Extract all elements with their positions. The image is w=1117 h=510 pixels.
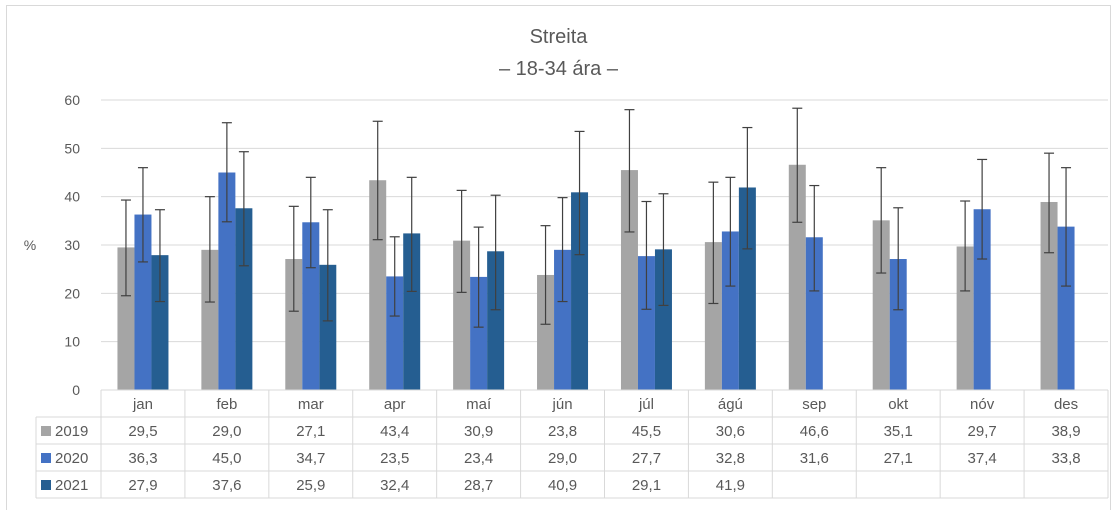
bar: [788, 164, 806, 390]
bar: [805, 237, 823, 390]
data-label: 29,5: [128, 423, 157, 440]
data-label: 29,0: [212, 423, 241, 440]
bar: [117, 247, 135, 390]
bar: [554, 249, 572, 390]
x-tick-label: apr: [384, 396, 406, 413]
legend-label: 2019: [55, 423, 88, 440]
data-label: 25,9: [296, 477, 325, 494]
data-label: 41,9: [716, 477, 745, 494]
y-tick-label: 60: [64, 92, 80, 108]
bar: [537, 274, 555, 390]
bar: [889, 259, 907, 390]
bar: [285, 259, 303, 390]
data-label: 40,9: [548, 477, 577, 494]
data-label: 29,1: [632, 477, 661, 494]
bar: [369, 180, 387, 390]
data-label: 32,4: [380, 477, 409, 494]
bar: [134, 214, 152, 390]
bar: [637, 256, 655, 390]
bar: [151, 255, 169, 390]
bar: [704, 242, 722, 390]
data-label: 31,6: [800, 450, 829, 467]
y-tick-label: 30: [64, 237, 80, 253]
bar: [654, 249, 672, 390]
bar: [386, 276, 404, 390]
x-tick-label: júl: [638, 396, 654, 413]
bar: [872, 220, 890, 390]
data-label: 30,9: [464, 423, 493, 440]
data-label: 28,7: [464, 477, 493, 494]
data-label: 45,0: [212, 450, 241, 467]
x-tick-label: maí: [466, 396, 492, 413]
x-tick-label: ágú: [718, 396, 743, 413]
x-tick-label: nóv: [970, 396, 995, 413]
y-tick-label: 50: [64, 140, 80, 156]
data-label: 23,8: [548, 423, 577, 440]
data-label: 27,7: [632, 450, 661, 467]
legend-label: 2021: [55, 477, 88, 494]
data-label: 36,3: [128, 450, 157, 467]
bar: [403, 233, 421, 390]
legend-swatch: [41, 480, 51, 490]
data-label: 29,0: [548, 450, 577, 467]
bar: [218, 172, 236, 390]
data-label: 45,5: [632, 423, 661, 440]
data-label: 43,4: [380, 423, 409, 440]
x-tick-label: mar: [298, 396, 324, 413]
x-tick-label: des: [1054, 396, 1078, 413]
data-label: 27,9: [128, 477, 157, 494]
bar: [620, 170, 638, 390]
x-tick-label: jan: [132, 396, 153, 413]
bar: [302, 222, 320, 390]
bar: [470, 276, 488, 390]
x-tick-label: okt: [888, 396, 909, 413]
bar: [721, 231, 739, 390]
bar: [973, 209, 991, 390]
data-label: 33,8: [1051, 450, 1080, 467]
bar: [487, 251, 505, 390]
data-label: 29,7: [968, 423, 997, 440]
bar: [571, 192, 589, 390]
data-label: 27,1: [296, 423, 325, 440]
x-tick-label: sep: [802, 396, 826, 413]
data-label: 30,6: [716, 423, 745, 440]
y-axis-label: %: [24, 237, 36, 253]
legend-swatch: [41, 426, 51, 436]
y-tick-label: 0: [72, 382, 80, 398]
data-label: 37,6: [212, 477, 241, 494]
chart-title: Streita: [529, 26, 588, 48]
y-tick-label: 40: [64, 189, 80, 205]
data-label: 34,7: [296, 450, 325, 467]
bar: [453, 240, 471, 390]
legend-swatch: [41, 453, 51, 463]
y-tick-label: 20: [64, 285, 80, 301]
chart-frame: [6, 5, 1111, 510]
bar: [235, 208, 253, 390]
bar: [1040, 201, 1058, 390]
data-label: 23,4: [464, 450, 493, 467]
y-tick-label: 10: [64, 334, 80, 350]
data-label: 23,5: [380, 450, 409, 467]
data-label: 27,1: [884, 450, 913, 467]
bar: [738, 187, 756, 390]
data-label: 37,4: [968, 450, 997, 467]
bar: [319, 264, 337, 390]
bar: [201, 249, 219, 390]
bar: [1057, 226, 1075, 390]
x-tick-label: jún: [552, 396, 573, 413]
chart-subtitle: – 18-34 ára –: [499, 58, 618, 80]
x-tick-label: feb: [216, 396, 237, 413]
bar: [956, 246, 974, 390]
data-label: 46,6: [800, 423, 829, 440]
data-label: 38,9: [1051, 423, 1080, 440]
data-label: 35,1: [884, 423, 913, 440]
legend-label: 2020: [55, 450, 88, 467]
data-label: 32,8: [716, 450, 745, 467]
